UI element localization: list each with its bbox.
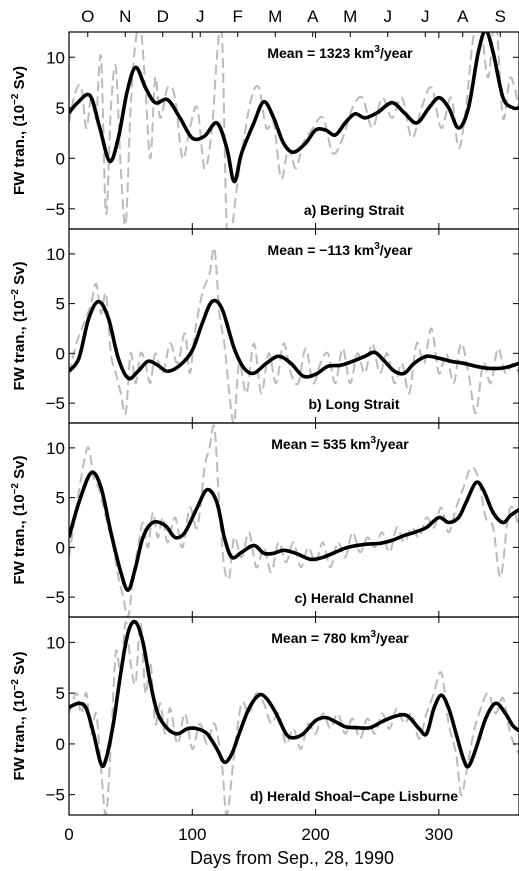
x-tick-label: 0 [64, 825, 73, 844]
y-axis-label: FW tran., (10−2 Sv) [10, 262, 28, 391]
y-tick-label: 0 [56, 735, 65, 754]
panel-title: a) Bering Strait [304, 202, 405, 218]
y-tick-label: 0 [56, 149, 65, 168]
x-tick-label: 100 [178, 825, 206, 844]
y-tick-label: −5 [46, 200, 65, 219]
month-label: J [196, 7, 205, 26]
panel-3: −5 0 5 10 FW tran., (10−2 Sv) Mean = 535 km3/… [10, 422, 519, 618]
panels: −5 0 5 10 FW tran., (10−2 Sv) Mean = 1323 km3… [10, 31, 519, 816]
y-tick-label: 0 [56, 344, 65, 363]
panel-title: c) Herald Channel [294, 590, 413, 606]
raw-series-line [69, 621, 519, 815]
panel-1: −5 0 5 10 FW tran., (10−2 Sv) Mean = 1323 km3… [10, 31, 519, 230]
mean-annotation: Mean = −113 km3/year [268, 241, 413, 258]
panel-title: b) Long Strait [309, 396, 400, 412]
month-label: A [307, 7, 319, 26]
x-tick-label: 200 [301, 825, 329, 844]
month-label: S [495, 7, 506, 26]
y-tick-label: 10 [46, 439, 65, 458]
y-tick-label: 5 [56, 684, 65, 703]
y-axis-label: FW tran., (10−2 Sv) [10, 66, 28, 195]
smoothed-series-line [69, 32, 519, 184]
panel-2: −5 0 5 10 FW tran., (10−2 Sv) Mean = −113 km3… [10, 228, 519, 424]
month-label: A [457, 7, 469, 26]
month-label: M [343, 7, 357, 26]
y-axis-label: FW tran., (10−2 Sv) [10, 652, 28, 781]
raw-series-line [69, 246, 519, 423]
mean-annotation: Mean = 1323 km3/year [267, 44, 413, 61]
month-label: D [157, 7, 169, 26]
panel-4: −5 0 5 10 FW tran., (10−2 Sv) Mean = 780 km3/… [10, 616, 519, 816]
x-axis: 0 100 200 300 [64, 825, 453, 844]
panel-frame [68, 616, 519, 816]
y-tick-label: 0 [56, 538, 65, 557]
y-tick-label: 10 [46, 48, 65, 67]
y-tick-label: −5 [46, 588, 65, 607]
x-axis-label: Days from Sep., 28, 1990 [190, 848, 394, 868]
panel-frame [68, 422, 519, 618]
y-tick-label: 5 [56, 489, 65, 508]
smoothed-series-line [69, 619, 519, 769]
month-label: O [81, 7, 94, 26]
mean-annotation: Mean = 535 km3/year [271, 435, 409, 452]
y-tick-label: 10 [46, 633, 65, 652]
month-label: F [233, 7, 243, 26]
x-tick-label: 300 [425, 825, 453, 844]
month-label: J [384, 7, 393, 26]
month-label: N [119, 7, 131, 26]
panel-frame [68, 228, 519, 424]
panel-frame [68, 31, 519, 230]
y-tick-label: 5 [56, 99, 65, 118]
panel-title: d) Herald Shoal−Cape Lisburne [250, 788, 458, 804]
smoothed-series-line [69, 298, 519, 381]
month-label: M [268, 7, 282, 26]
month-label: J [421, 7, 430, 26]
y-tick-label: −5 [46, 786, 65, 805]
y-tick-label: −5 [46, 394, 65, 413]
mean-annotation: Mean = 780 km3/year [271, 629, 409, 646]
y-tick-label: 5 [56, 295, 65, 314]
y-axis-label: FW tran., (10−2 Sv) [10, 456, 28, 585]
y-tick-label: 10 [46, 245, 65, 264]
smoothed-series-line [69, 470, 519, 592]
